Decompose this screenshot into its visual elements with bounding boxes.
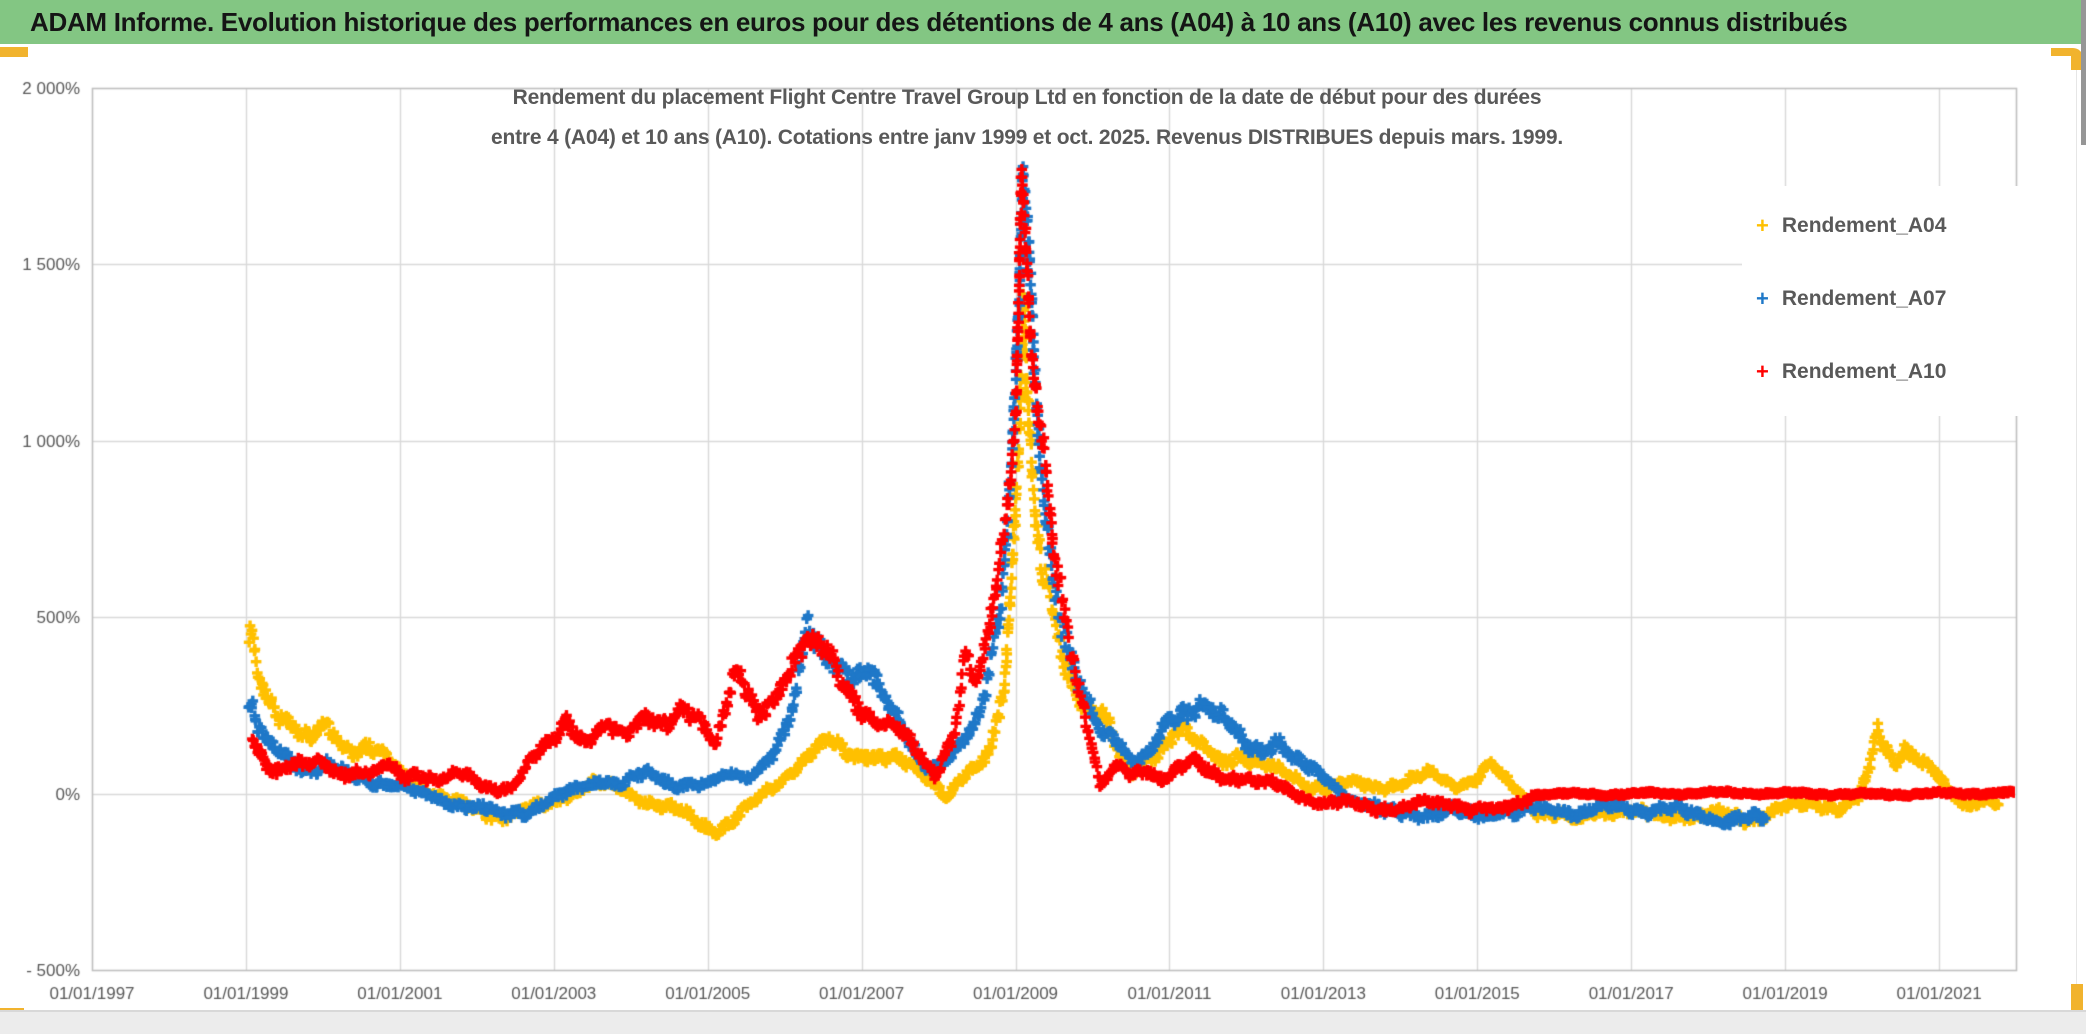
header-banner-title: ADAM Informe. Evolution historique des p… [30,7,1848,37]
chart-title: Rendement du placement Flight Centre Tra… [0,78,2070,158]
legend-label: Rendement_A04 [1781,214,1947,238]
legend-item-rendement-a07: + Rendement_A07 [1756,287,2074,311]
bottom-gray-strip [0,1010,2086,1034]
chart-title-line2: entre 4 (A04) et 10 ans (A10). Cotations… [491,126,1563,149]
plus-marker-icon: + [1756,358,1769,384]
right-edge-gray-strip [2081,0,2086,145]
chart-legend: + Rendement_A04 + Rendement_A07 + Rendem… [1742,186,2074,416]
legend-item-rendement-a10: + Rendement_A10 [1756,360,2074,384]
yellow-frame-corner-top-right [2051,48,2083,70]
legend-label: Rendement_A10 [1781,359,1947,383]
chart-title-line1: Rendement du placement Flight Centre Tra… [512,86,1542,109]
legend-label: Rendement_A07 [1781,286,1947,310]
yellow-frame-corner-top-left [0,47,28,57]
chart-area-right-border [2076,60,2077,1005]
plus-marker-icon: + [1756,213,1769,239]
header-banner: ADAM Informe. Evolution historique des p… [0,0,2086,44]
plus-marker-icon: + [1756,285,1769,311]
legend-item-rendement-a04: + Rendement_A04 [1756,214,2074,238]
